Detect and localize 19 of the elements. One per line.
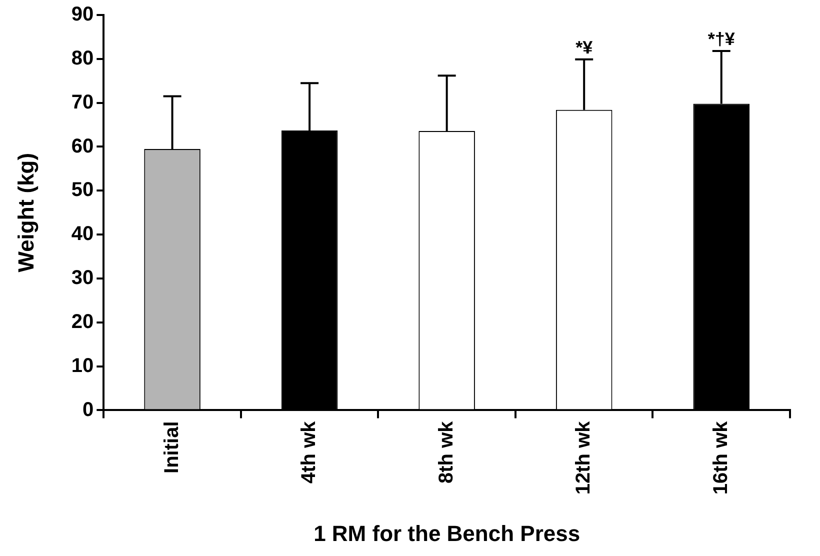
- x-tick-label: Initial: [160, 421, 183, 474]
- x-tick-label: 4th wk: [298, 420, 320, 484]
- annotation: *†¥: [708, 28, 735, 49]
- x-axis-title: 1 RM for the Bench Press: [314, 520, 580, 546]
- y-tick-label: 80: [71, 47, 94, 70]
- y-axis-title: Weight (kg): [13, 152, 38, 272]
- y-tick-label: 70: [71, 91, 94, 114]
- y-tick-label: 50: [71, 179, 94, 202]
- y-tick-label: 20: [71, 310, 94, 333]
- y-tick-label: 10: [71, 354, 94, 377]
- x-tick-label: 16th wk: [710, 420, 732, 495]
- y-tick-label: 60: [71, 135, 94, 158]
- y-tick-label: 30: [71, 267, 94, 290]
- x-tick-label: 8th wk: [435, 420, 458, 484]
- y-tick-label: 0: [82, 398, 94, 421]
- y-tick-label: 90: [71, 4, 94, 26]
- annotation: *¥: [576, 37, 593, 58]
- x-tick-label: 12th wk: [572, 420, 595, 495]
- y-tick-label: 40: [71, 223, 94, 246]
